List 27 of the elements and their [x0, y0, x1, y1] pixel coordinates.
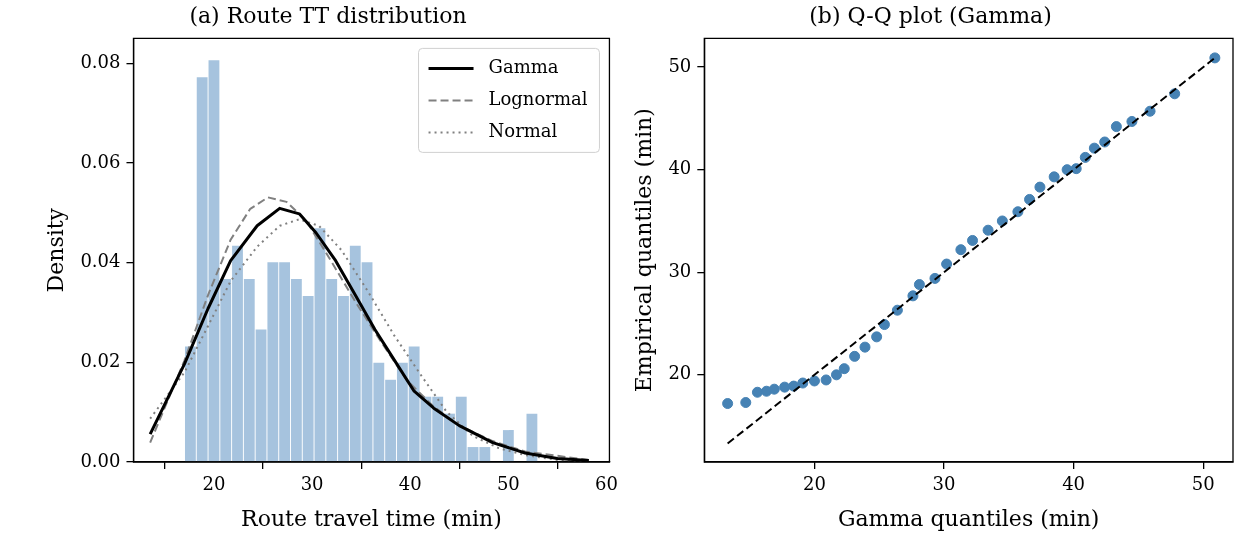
x-tick-label: 20	[202, 473, 226, 495]
x-tick-label: 30	[932, 473, 956, 495]
x-tick-label: 40	[398, 473, 422, 495]
x-tick-label: 40	[1062, 473, 1086, 495]
y-tick-label: 20	[668, 362, 692, 384]
y-axis-title: Empirical quantiles (min)	[630, 108, 656, 393]
legend-label: Lognormal	[488, 88, 588, 110]
legend-label: Gamma	[488, 56, 559, 78]
x-axis-title: Route travel time (min)	[241, 505, 502, 531]
y-tick-label: 40	[668, 157, 692, 179]
x-axis-title: Gamma quantiles (min)	[837, 505, 1100, 531]
legend-label: Normal	[488, 120, 558, 142]
x-tick-label: 30	[300, 473, 324, 495]
x-tick-label: 60	[595, 473, 618, 495]
chart-title: (a) Route TT distribution	[189, 2, 467, 28]
y-tick-label: 30	[668, 259, 692, 281]
y-axis-title: Density	[42, 207, 68, 293]
y-tick-label: 0.02	[80, 350, 121, 371]
x-tick-label: 50	[1191, 473, 1215, 495]
x-tick-label: 50	[496, 473, 520, 495]
y-tick-label: 0.04	[80, 250, 121, 272]
y-tick-label: 0.08	[80, 50, 121, 72]
x-tick-label: 20	[803, 473, 826, 495]
y-tick-label: 0.00	[80, 449, 121, 471]
chart-title: (b) Q-Q plot (Gamma)	[809, 2, 1052, 28]
y-tick-label: 50	[668, 54, 692, 76]
y-tick-label: 0.06	[80, 150, 121, 172]
